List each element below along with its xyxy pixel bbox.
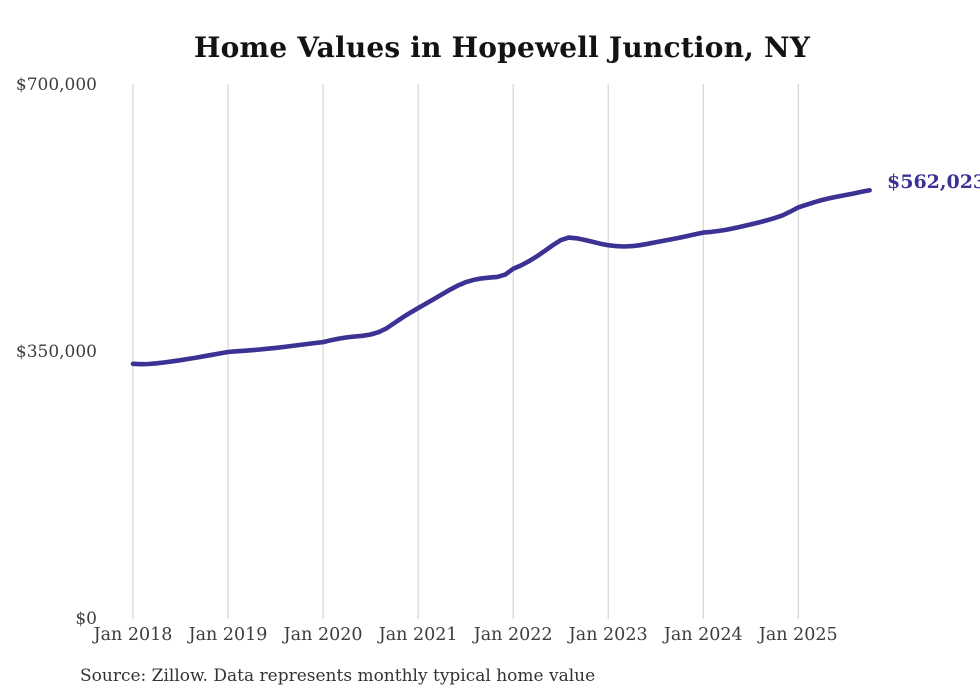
home-value-line — [130, 188, 872, 367]
x-axis-tick-label: Jan 2018 — [93, 625, 173, 645]
y-axis-tick-label: $700,000 — [15, 75, 97, 95]
latest-value-label: $562,023 — [887, 171, 980, 193]
y-axis-tick-label: $0 — [75, 609, 97, 629]
x-axis-tick-label: Jan 2021 — [378, 625, 458, 645]
chart-title: Home Values in Hopewell Junction, NY — [193, 31, 811, 64]
x-axis-tick-label: Jan 2019 — [188, 625, 268, 645]
y-axis-tick-label: $350,000 — [15, 342, 97, 362]
x-axis-tick-label: Jan 2023 — [568, 625, 648, 645]
source-note: Source: Zillow. Data represents monthly … — [80, 666, 596, 686]
x-axis-tick-label: Jan 2025 — [758, 625, 838, 645]
x-axis-tick-label: Jan 2022 — [473, 625, 553, 645]
x-axis-tick-label: Jan 2024 — [663, 625, 743, 645]
x-axis-tick-label: Jan 2020 — [283, 625, 363, 645]
